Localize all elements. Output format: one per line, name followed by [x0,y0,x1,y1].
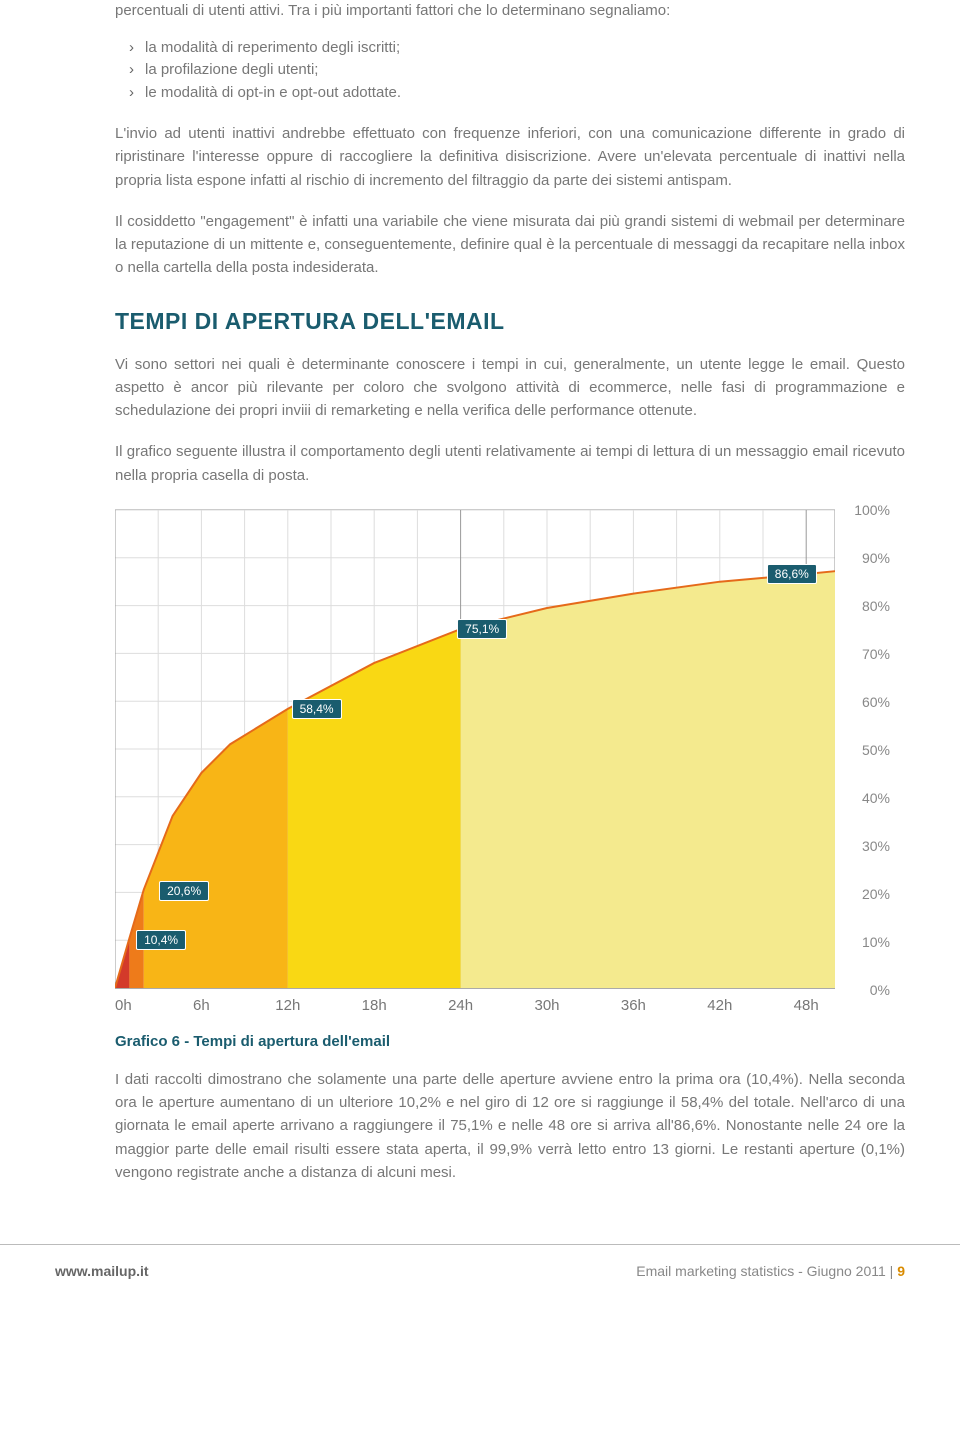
list-item: la profilazione degli utenti; [145,59,905,82]
list-item: le modalità di opt-in e opt-out adottate… [145,82,905,105]
x-tick-label: 36h [621,997,646,1014]
x-tick-label: 12h [275,997,300,1014]
y-tick-label: 40% [862,790,890,806]
y-tick-label: 60% [862,694,890,710]
paragraph: I dati raccolti dimostrano che solamente… [115,1068,905,1184]
x-tick-label: 0h [115,997,132,1014]
y-tick-label: 0% [870,982,890,998]
paragraph: Il grafico seguente illustra il comporta… [115,440,905,487]
section-title: TEMPI DI APERTURA DELL'EMAIL [115,308,905,335]
chart-value-badge: 86,6% [767,564,817,584]
x-tick-label: 24h [448,997,473,1014]
intro-text: percentuali di utenti attivi. Tra i più … [115,0,905,23]
y-axis-labels: 0%10%20%30%40%50%60%70%80%90%100% [840,510,890,990]
y-tick-label: 70% [862,646,890,662]
x-tick-label: 48h [794,997,819,1014]
paragraph: Il cosiddetto "engagement" è infatti una… [115,210,905,280]
footer-url: www.mailup.it [55,1263,149,1279]
x-tick-label: 6h [193,997,210,1014]
chart-value-badge: 20,6% [159,881,209,901]
open-time-chart: 0%10%20%30%40%50%60%70%80%90%100% 10,4%2… [115,509,835,989]
bullet-list: la modalità di reperimento degli iscritt… [115,37,905,105]
x-tick-label: 18h [362,997,387,1014]
y-tick-label: 10% [862,934,890,950]
footer-doc-title: Email marketing statistics - Giugno 2011 [636,1263,886,1279]
y-tick-label: 30% [862,838,890,854]
footer-right: Email marketing statistics - Giugno 2011… [636,1263,905,1279]
footer-sep: | [886,1263,897,1279]
list-item: la modalità di reperimento degli iscritt… [145,37,905,60]
page-number: 9 [897,1263,905,1279]
chart-container: 0%10%20%30%40%50%60%70%80%90%100% 10,4%2… [115,509,905,1021]
x-tick-label: 42h [707,997,732,1014]
paragraph: Vi sono settori nei quali è determinante… [115,353,905,423]
paragraph: L'invio ad utenti inattivi andrebbe effe… [115,122,905,192]
page-footer: www.mailup.it Email marketing statistics… [0,1244,960,1305]
y-tick-label: 100% [854,502,890,518]
chart-caption: Grafico 6 - Tempi di apertura dell'email [115,1033,905,1050]
x-axis-labels: 0h 6h 12h 18h 24h 30h 36h 42h 48h [115,997,835,1021]
y-tick-label: 50% [862,742,890,758]
x-tick-label: 30h [534,997,559,1014]
y-tick-label: 90% [862,550,890,566]
y-tick-label: 20% [862,886,890,902]
chart-value-badge: 58,4% [292,699,342,719]
y-tick-label: 80% [862,598,890,614]
chart-value-badge: 75,1% [457,619,507,639]
chart-value-badge: 10,4% [136,930,186,950]
